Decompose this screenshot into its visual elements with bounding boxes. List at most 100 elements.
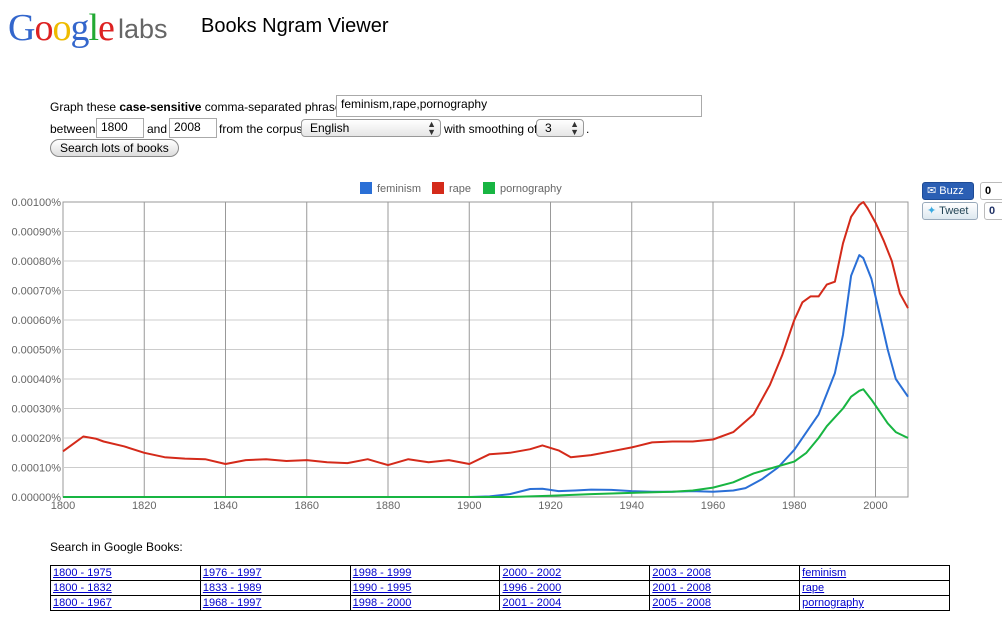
legend-label-feminism: feminism <box>377 183 421 195</box>
y-tick-label: 0.00040% <box>11 374 61 386</box>
logo-letter: l <box>88 7 99 49</box>
year-range-link[interactable]: 2000 - 2002 <box>502 567 562 579</box>
intro-suffix: comma-separated phrases: <box>201 100 351 114</box>
books-search-cell: 2003 - 2008 <box>649 565 801 581</box>
x-tick-label: 1800 <box>51 500 75 512</box>
books-search-cell: 1998 - 2000 <box>349 595 501 611</box>
intro-prefix: Graph these <box>50 100 120 114</box>
x-tick-label: 1880 <box>376 500 400 512</box>
y-tick-label: 0.00010% <box>11 463 61 475</box>
x-tick-label: 1840 <box>213 500 237 512</box>
logo-letter: o <box>34 7 53 49</box>
legend-swatch-rape <box>432 182 444 194</box>
year-range-link[interactable]: 1800 - 1975 <box>53 567 112 579</box>
page-title: Books Ngram Viewer <box>201 15 389 37</box>
y-tick-label: 0.00050% <box>11 345 61 357</box>
corpus-label: from the corpus <box>219 122 303 136</box>
books-search-cell: 2005 - 2008 <box>649 595 801 611</box>
and-label: and <box>147 122 168 136</box>
ngram-chart: 0.00000% 0.00010% 0.00020% 0.00030% 0.00040%… <box>11 182 909 512</box>
x-tick-label: 1940 <box>620 500 644 512</box>
corpus-select[interactable]: English ▲ ▼ <box>301 119 441 137</box>
year-range-link[interactable]: 2003 - 2008 <box>652 567 712 579</box>
between-label: between <box>50 122 96 136</box>
books-search-table: 1800 - 1975 1976 - 1997 1998 - 1999 2000 - … <box>50 565 950 611</box>
year-range-link[interactable]: 1833 - 1989 <box>202 582 262 594</box>
y-tick-label: 0.00020% <box>11 433 61 445</box>
books-search-cell: 1990 - 1995 <box>349 580 501 596</box>
smoothing-label: with smoothing of <box>444 122 538 136</box>
year-range-link[interactable]: 1998 - 1999 <box>352 567 412 579</box>
buzz-button[interactable]: ✉ Buzz <box>922 182 974 200</box>
x-tick-label: 1920 <box>538 500 562 512</box>
buzz-count: 0 <box>980 182 1002 200</box>
y-tick-label: 0.00090% <box>11 227 61 239</box>
google-logo: Google <box>8 7 115 49</box>
year-range-link[interactable]: 2001 - 2008 <box>652 582 712 594</box>
logo-letter: G <box>8 7 35 49</box>
year-range-link[interactable]: 1990 - 1995 <box>352 582 412 594</box>
books-search-cell: 1800 - 1967 <box>50 595 201 611</box>
books-search-row: 1800 - 1975 1976 - 1997 1998 - 1999 2000 - … <box>50 565 950 581</box>
year-range-link[interactable]: 1996 - 2000 <box>502 582 562 594</box>
y-tick-label: 0.00060% <box>11 315 61 327</box>
buzz-label: Buzz <box>939 185 964 197</box>
tweet-label: Tweet <box>939 205 969 217</box>
year-range-link[interactable]: 1800 - 1832 <box>53 582 112 594</box>
books-search-cell: 1976 - 1997 <box>199 565 351 581</box>
logo-letter: e <box>98 7 115 49</box>
term-link[interactable]: feminism <box>802 567 847 579</box>
x-tick-label: 1860 <box>295 500 319 512</box>
twitter-bird-icon: ✦ <box>927 205 937 217</box>
books-search-row: 1800 - 1832 1833 - 1989 1990 - 1995 1996 - … <box>50 580 950 596</box>
books-search-heading: Search in Google Books: <box>50 540 183 554</box>
books-search-cell: 1800 - 1832 <box>50 580 201 596</box>
books-search-cell: 2001 - 2004 <box>499 595 651 611</box>
x-tick-label: 1820 <box>132 500 156 512</box>
books-search-cell: 1800 - 1975 <box>50 565 201 581</box>
books-search-cell: 1968 - 1997 <box>199 595 351 611</box>
term-link[interactable]: rape <box>802 582 825 594</box>
year-range-link[interactable]: 1976 - 1997 <box>202 567 262 579</box>
buzz-icon: ✉ <box>927 185 937 197</box>
year-range-link[interactable]: 2005 - 2008 <box>652 597 712 609</box>
term-link[interactable]: pornography <box>802 597 864 609</box>
corpus-select-value: English <box>310 121 350 135</box>
legend-label-rape: rape <box>449 183 471 195</box>
start-year-input[interactable]: 1800 <box>96 118 144 138</box>
books-search-cell: rape <box>799 580 950 596</box>
y-tick-label: 0.00070% <box>11 286 61 298</box>
books-search-cell: 1998 - 1999 <box>349 565 501 581</box>
year-range-link[interactable]: 1968 - 1997 <box>202 597 262 609</box>
series-line-rape <box>62 201 909 467</box>
logo-letter: g <box>70 7 89 49</box>
phrases-label: Graph these case-sensitive comma-separat… <box>50 100 351 114</box>
tweet-count: 0 <box>984 202 1002 220</box>
select-arrows-icon: ▲ ▼ <box>570 119 579 137</box>
legend-swatch-feminism <box>360 182 372 194</box>
tweet-button[interactable]: ✦ Tweet <box>922 202 978 220</box>
smoothing-select-value: 3 <box>545 121 552 135</box>
books-search-cell: 2001 - 2008 <box>649 580 801 596</box>
end-year-input[interactable]: 2008 <box>169 118 217 138</box>
smoothing-suffix: . <box>586 122 590 136</box>
books-search-cell: feminism <box>799 565 950 581</box>
x-tick-label: 1960 <box>701 500 725 512</box>
legend-swatch-pornography <box>483 182 495 194</box>
labs-logo-text: labs <box>118 14 168 44</box>
year-range-link[interactable]: 1998 - 2000 <box>352 597 412 609</box>
logo-letter: o <box>52 7 71 49</box>
books-search-cell: 1996 - 2000 <box>499 580 651 596</box>
x-tick-label: 2000 <box>863 500 887 512</box>
x-tick-label: 1980 <box>782 500 806 512</box>
select-arrows-icon: ▲ ▼ <box>427 119 436 137</box>
phrases-input[interactable]: feminism,rape,pornography <box>336 95 702 117</box>
smoothing-select[interactable]: 3 ▲ ▼ <box>536 119 584 137</box>
books-search-cell: pornography <box>799 595 950 611</box>
y-tick-label: 0.00080% <box>11 256 61 268</box>
year-range-link[interactable]: 1800 - 1967 <box>53 597 112 609</box>
books-search-cell: 2000 - 2002 <box>499 565 651 581</box>
year-range-link[interactable]: 2001 - 2004 <box>502 597 562 609</box>
search-books-button[interactable]: Search lots of books <box>50 139 179 157</box>
books-search-cell: 1833 - 1989 <box>199 580 351 596</box>
